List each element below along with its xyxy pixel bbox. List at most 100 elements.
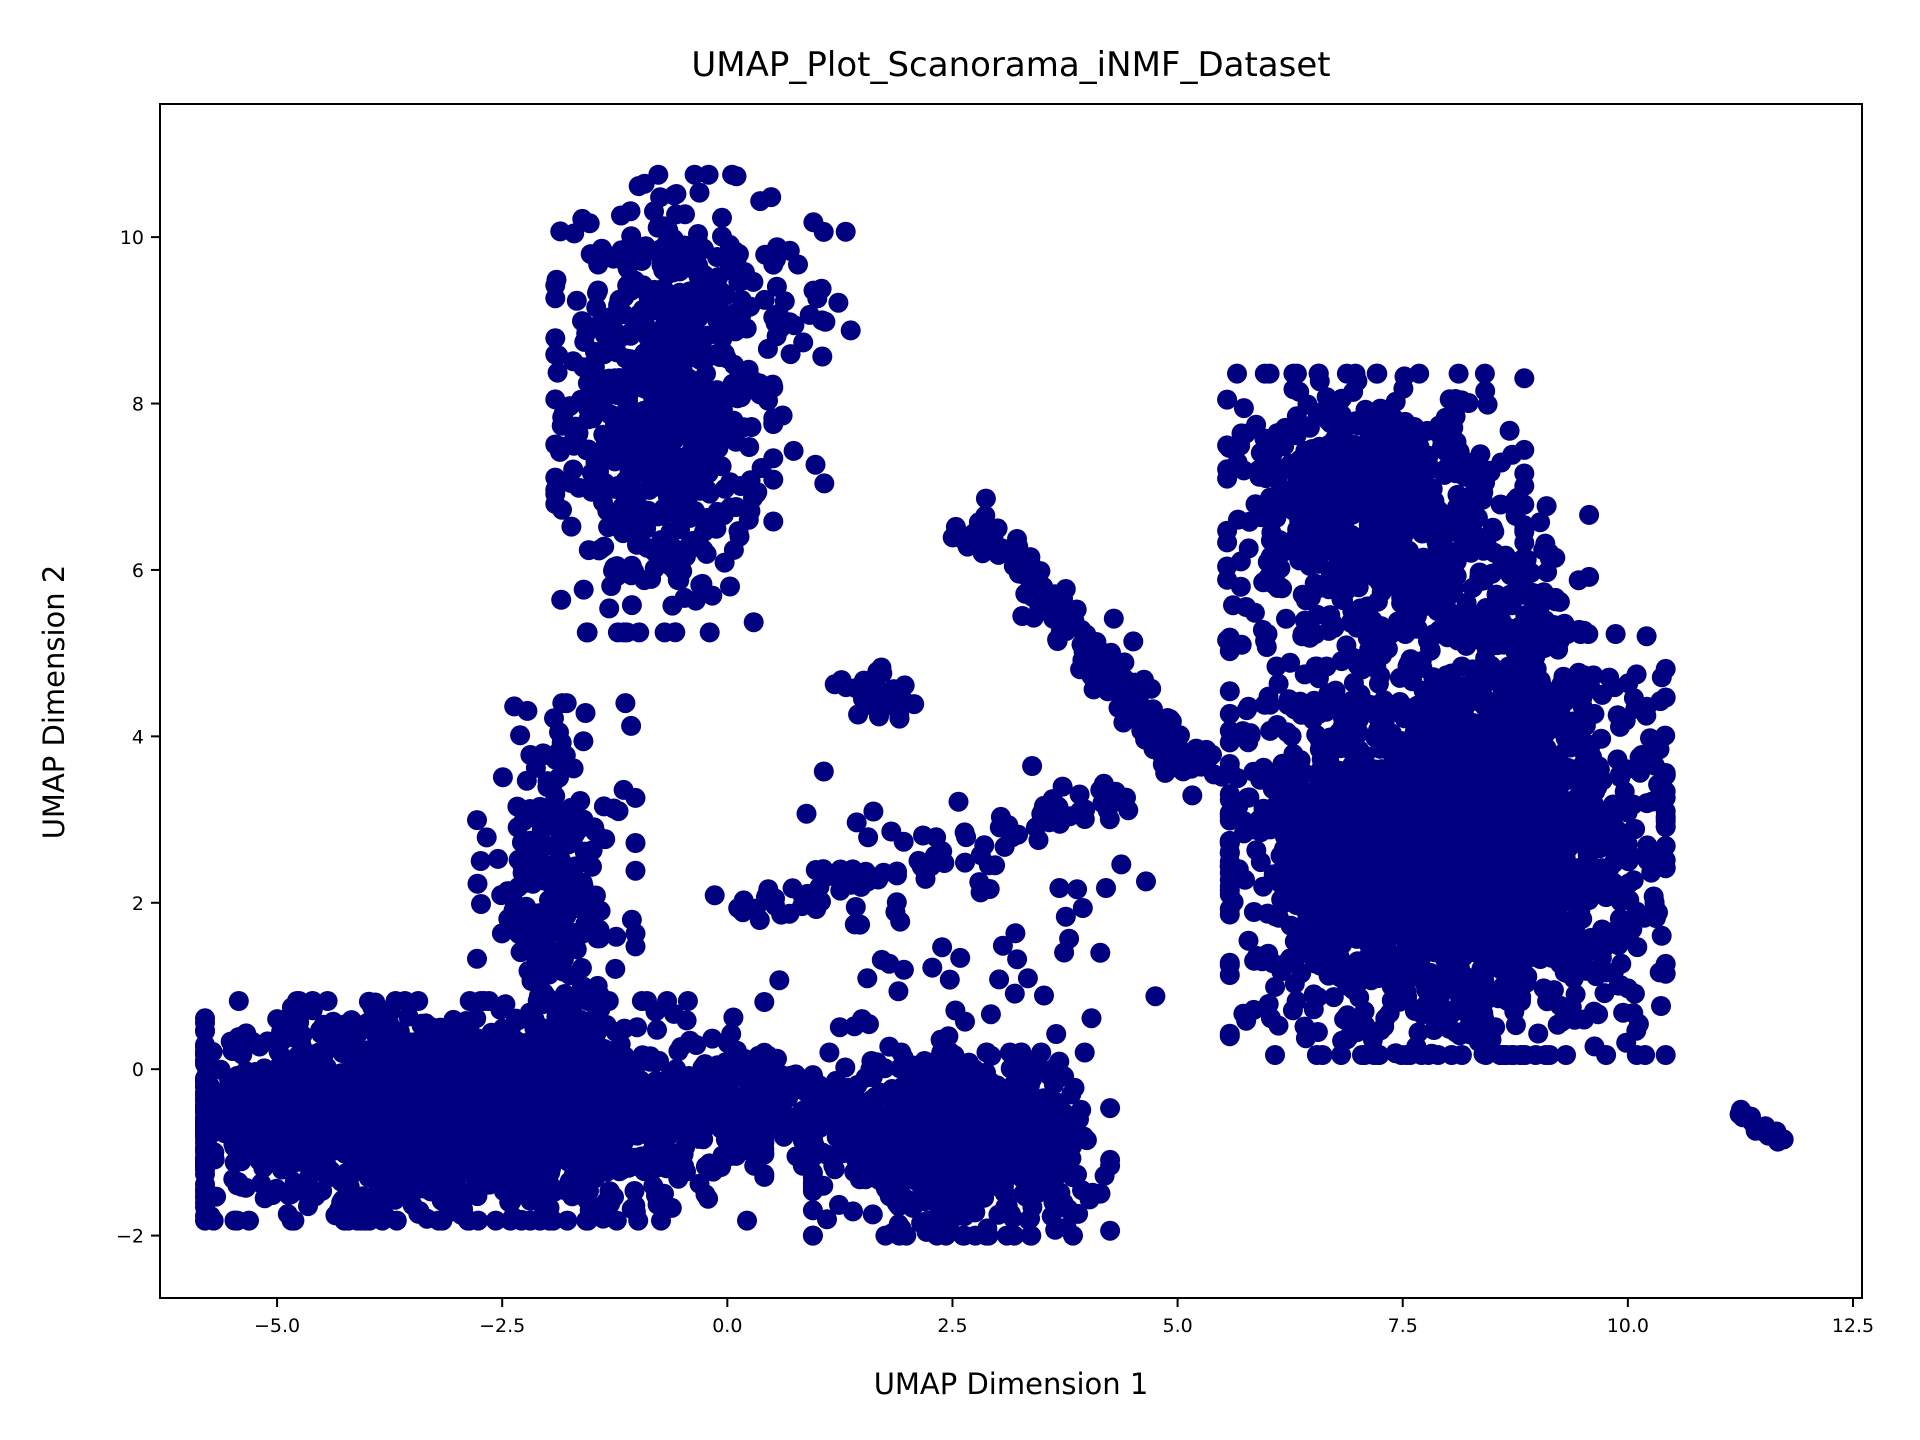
scatter-point <box>950 1151 971 1172</box>
scatter-point <box>239 1210 259 1231</box>
scatter-point <box>740 501 761 521</box>
scatter-point <box>472 1176 493 1197</box>
scatter-point <box>714 478 735 499</box>
scatter-point <box>620 201 641 222</box>
scatter-point <box>944 1187 965 1208</box>
scatter-point <box>906 1136 926 1157</box>
scatter-point <box>510 725 531 746</box>
scatter-point <box>814 473 835 494</box>
scatter-point <box>396 1176 417 1197</box>
scatter-point <box>663 229 684 250</box>
scatter-point <box>1069 1109 1089 1130</box>
scatter-point <box>761 187 782 208</box>
scatter-point <box>228 991 249 1011</box>
scatter-point <box>642 375 663 396</box>
scatter-point <box>464 1032 485 1053</box>
plot-area-frame <box>159 103 1863 1299</box>
scatter-point <box>802 1200 823 1221</box>
scatter-point <box>195 1090 215 1111</box>
scatter-point <box>743 612 764 633</box>
scatter-point <box>533 1122 554 1143</box>
scatter-point <box>467 948 487 969</box>
scatter-point <box>862 1204 883 1225</box>
scatter-point <box>650 428 671 449</box>
scatter-point <box>202 1041 223 1062</box>
scatter-point <box>754 289 775 310</box>
scatter-point <box>534 1183 555 1204</box>
scatter-point <box>498 1122 519 1142</box>
scatter-point <box>370 1131 391 1152</box>
scatter-point <box>545 467 566 488</box>
scatter-point <box>763 511 784 532</box>
scatter-point <box>670 398 691 419</box>
scatter-point <box>527 1020 548 1041</box>
scatter-point <box>651 504 672 525</box>
scatter-point <box>587 928 608 949</box>
scatter-point <box>723 1007 744 1028</box>
scatter-point <box>566 290 587 311</box>
scatter-point <box>663 541 684 562</box>
scatter-point <box>889 1225 910 1246</box>
scatter-point <box>893 1106 914 1127</box>
scatter-point <box>702 585 723 606</box>
scatter-point <box>712 226 732 247</box>
scatter-point <box>597 376 617 397</box>
scatter-point <box>1100 1149 1121 1170</box>
scatter-point <box>654 1122 674 1143</box>
scatter-point <box>960 1091 981 1112</box>
scatter-point <box>987 1075 1008 1096</box>
scatter-point <box>335 1087 356 1108</box>
scatter-point <box>585 452 606 473</box>
scatter-point <box>1016 1181 1037 1202</box>
scatter-point <box>604 1187 624 1207</box>
scatter-point <box>507 817 528 838</box>
scatter-point <box>342 1018 363 1039</box>
scatter-point <box>542 901 563 922</box>
scatter-point <box>698 1188 719 1209</box>
scatter-point <box>676 297 697 318</box>
scatter-point <box>561 516 582 537</box>
scatter-point <box>704 1074 725 1094</box>
scatter-point <box>606 1091 627 1112</box>
scatter-point <box>372 1067 393 1088</box>
scatter-point <box>805 454 826 475</box>
scatter-point <box>467 810 487 831</box>
scatter-point <box>627 534 647 555</box>
scatter-point <box>1064 1077 1085 1098</box>
scatter-point <box>650 452 671 472</box>
scatter-point <box>840 320 861 341</box>
scatter-point <box>594 344 614 365</box>
scatter-point <box>1223 891 1244 912</box>
scatter-point <box>628 176 649 197</box>
scatter-point <box>450 1121 471 1142</box>
scatter-point <box>629 622 650 643</box>
scatter-point <box>693 238 714 259</box>
scatter-point <box>683 412 704 433</box>
scatter-point <box>545 434 566 455</box>
scatter-point <box>575 703 596 723</box>
scatter-point <box>608 476 629 497</box>
scatter-point <box>549 741 569 762</box>
scatter-point <box>351 1143 372 1164</box>
scatter-point <box>727 388 748 409</box>
scatter-point <box>1265 1045 1285 1065</box>
scatter-point <box>780 344 801 365</box>
scatter-point <box>573 876 594 896</box>
scatter-point <box>398 1045 419 1066</box>
scatter-point <box>666 326 687 347</box>
scatter-point <box>488 848 508 869</box>
scatter-point <box>651 1101 671 1122</box>
scatter-point <box>317 991 338 1011</box>
scatter-point <box>747 482 768 503</box>
scatter-point <box>457 1104 477 1125</box>
scatter-point <box>743 1143 763 1164</box>
scatter-point <box>843 1201 863 1222</box>
scatter-point <box>425 1032 446 1053</box>
scatter-point <box>714 552 735 573</box>
scatter-point <box>277 1204 298 1225</box>
scatter-point <box>568 477 589 498</box>
scatter-point <box>612 1139 633 1160</box>
scatter-point <box>334 1123 355 1144</box>
scatter-point <box>492 767 513 788</box>
